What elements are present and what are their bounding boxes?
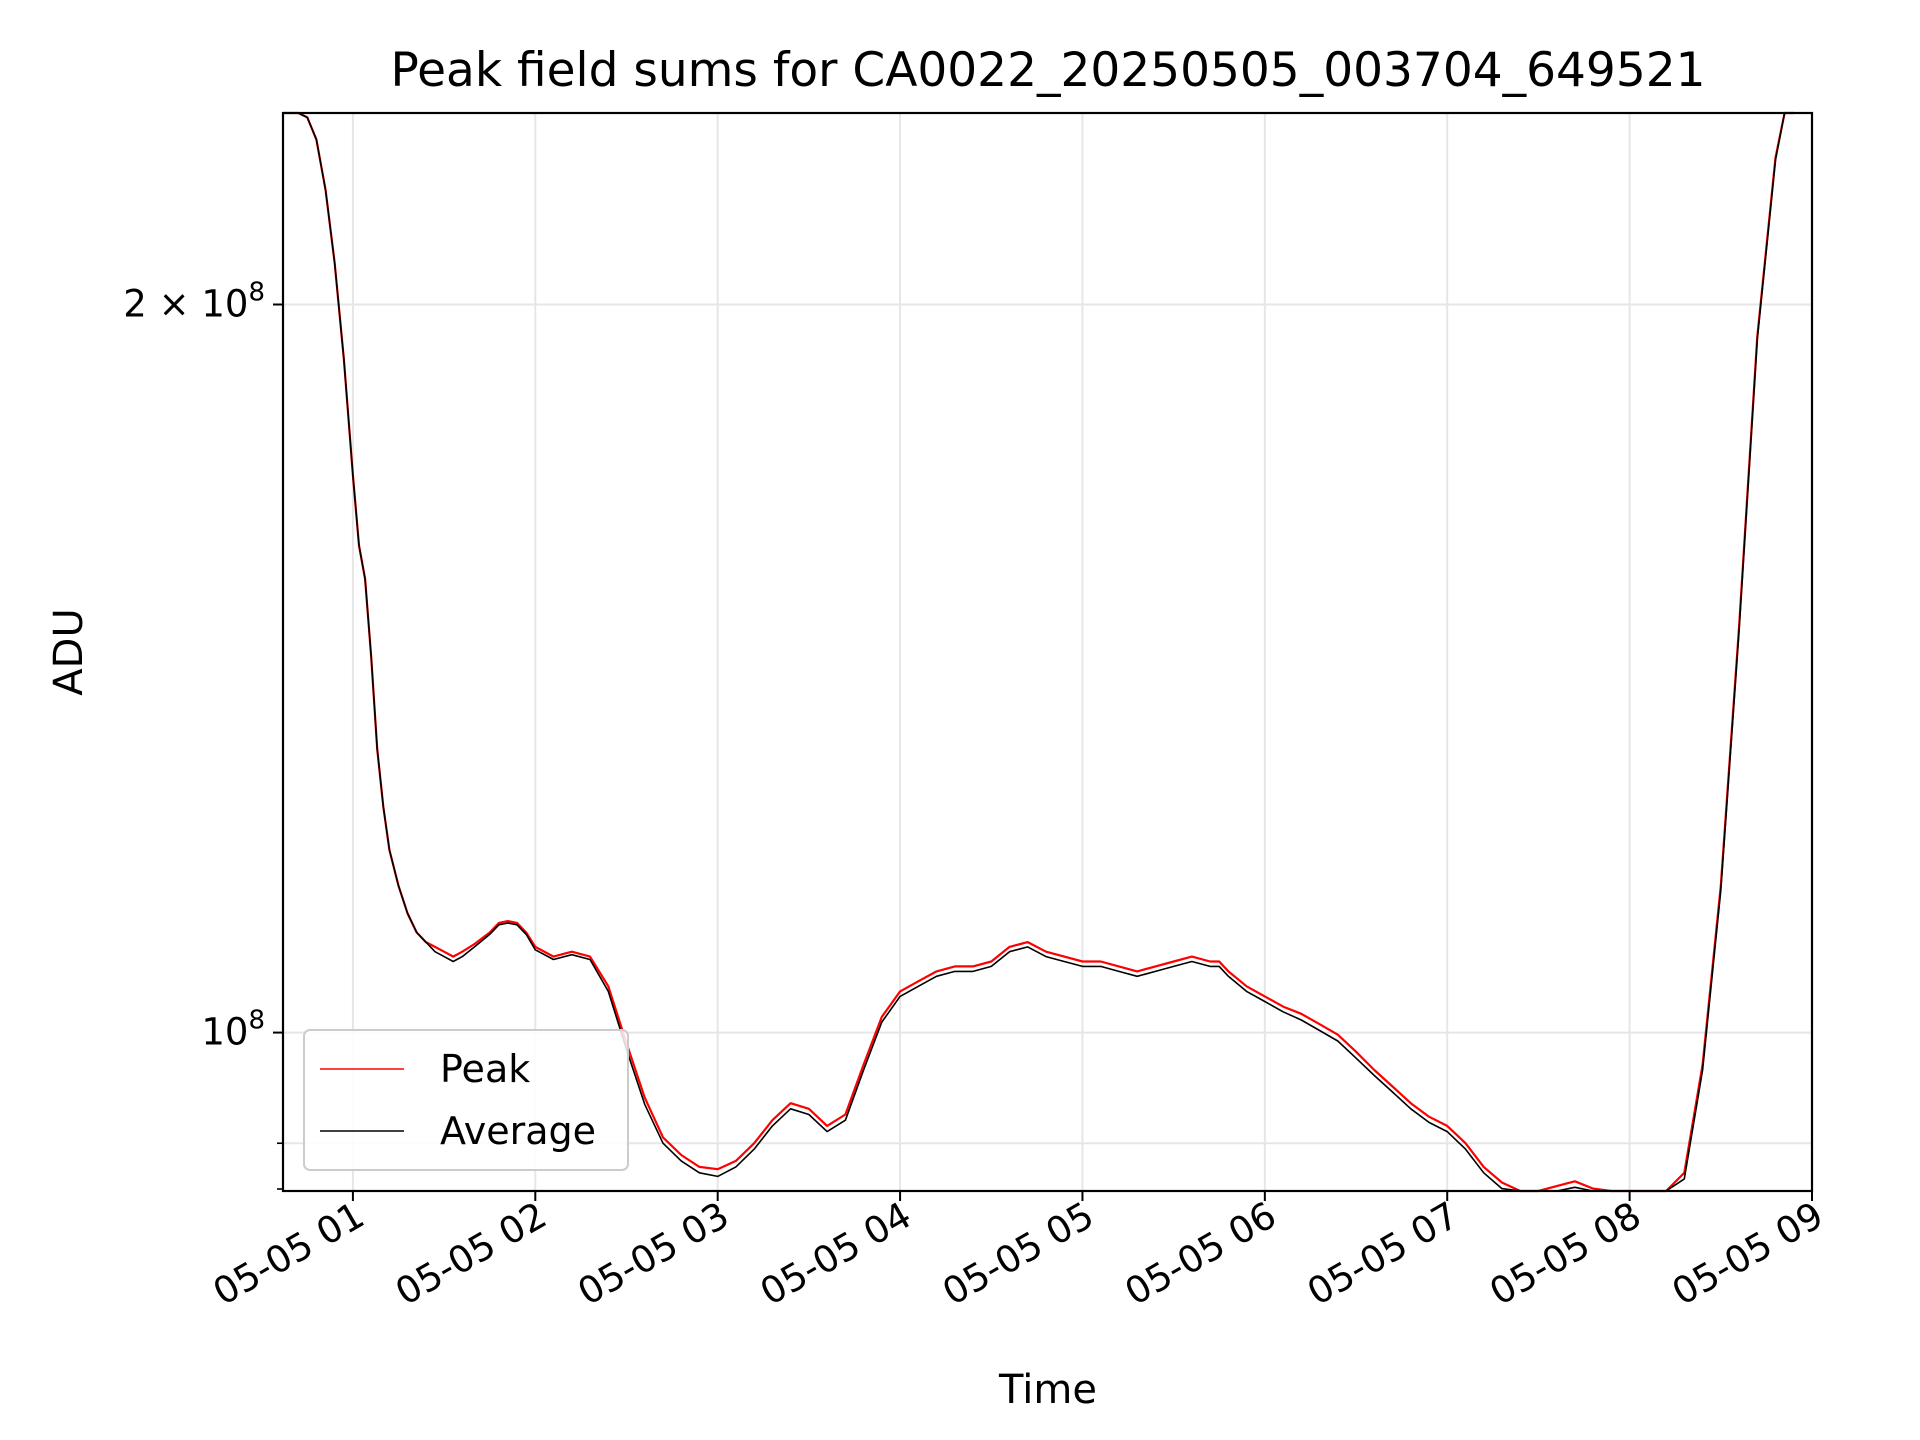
series-line-average [283, 112, 1794, 1192]
legend-box [303, 1029, 629, 1171]
y-tick-label: 2 × 108 [123, 278, 265, 326]
series-lines [283, 111, 1794, 1193]
plot-frame [281, 111, 1814, 1193]
y-axis-label: ADU [46, 608, 92, 695]
x-axis-label: Time [998, 1367, 1097, 1413]
chart-title: Peak field sums for CA0022_20250505_0037… [390, 43, 1705, 98]
legend-average-label: Average [440, 1109, 596, 1153]
legend-peak-label: Peak [440, 1047, 530, 1091]
legend: Peak Average [303, 1029, 629, 1171]
